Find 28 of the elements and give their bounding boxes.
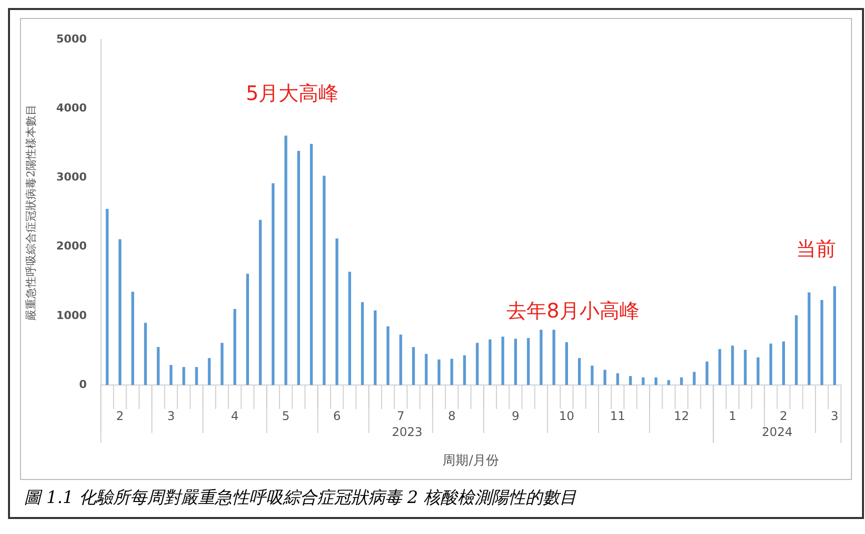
- x-tick-label: 9: [512, 409, 520, 424]
- x-tick-label: 3: [167, 409, 175, 424]
- x-tick-label: 4: [230, 409, 239, 424]
- x-tick-label: 12: [674, 409, 690, 424]
- x-tick-label: 2: [116, 409, 124, 424]
- x-tick-label: 3: [830, 409, 838, 424]
- y-tick-label: 1000: [56, 308, 88, 322]
- y-tick-label: 2000: [56, 240, 88, 253]
- x-tick-label: 6: [333, 409, 341, 424]
- x-tick-label: 11: [610, 409, 626, 424]
- y-tick-label: 5000: [56, 32, 88, 46]
- x-tick-label: 5: [282, 409, 290, 424]
- y-tick-label: 4000: [56, 102, 88, 115]
- text: 2024: [762, 425, 792, 440]
- x-tick-label: 7: [396, 409, 405, 424]
- x-tick-label: 2: [780, 409, 788, 424]
- x-tick-label: 8: [448, 409, 456, 424]
- y-axis-title: 嚴重急性呼吸綜合症冠狀病毒2陽性樣本數目: [24, 104, 38, 320]
- text: 圖 1.1 化驗所每周對嚴重急性呼吸綜合症冠狀病毒 2 核酸檢測陽性的數目: [23, 487, 578, 510]
- annotation: 5月大高峰: [246, 81, 339, 106]
- text: 2023: [392, 425, 422, 440]
- x-axis-title: 周期/月份: [442, 453, 500, 468]
- annotation: 去年8月小高峰: [506, 298, 640, 323]
- x-tick-label: 10: [558, 409, 574, 424]
- x-tick-label: 1: [728, 409, 736, 424]
- annotation: 当前: [796, 236, 836, 260]
- y-tick-label: 0: [79, 378, 88, 391]
- y-tick-label: 3000: [56, 170, 88, 184]
